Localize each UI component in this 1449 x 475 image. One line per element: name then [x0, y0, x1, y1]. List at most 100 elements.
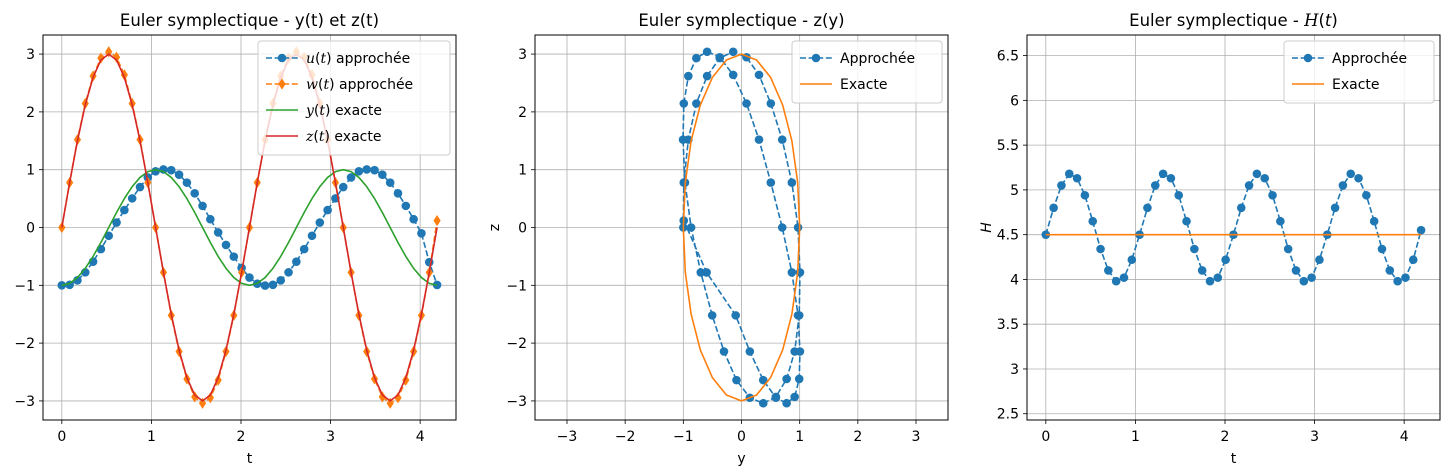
data-point: [1064, 169, 1074, 179]
data-point: [771, 393, 781, 403]
data-point: [1182, 216, 1191, 226]
data-point: [766, 99, 776, 108]
data-point: [728, 47, 738, 57]
data-point: [777, 135, 787, 144]
data-point: [1197, 266, 1207, 275]
data-point: [105, 46, 113, 58]
data-point: [1393, 276, 1402, 286]
data-point: [1268, 190, 1277, 200]
series-line: [682, 53, 801, 402]
data-point: [715, 52, 725, 62]
data-point: [206, 214, 215, 224]
data-point: [1143, 203, 1152, 213]
y-tick-label: −2: [506, 336, 527, 352]
data-point: [323, 205, 332, 215]
legend-label: Exacte: [1332, 77, 1380, 93]
text-span: u: [306, 51, 315, 67]
data-point: [745, 347, 755, 356]
legend-entry: w(t) approchée: [266, 77, 413, 93]
y-tick-label: 1: [518, 163, 527, 179]
x-tick-label: 4: [1400, 429, 1409, 445]
x-axis-label: t: [1231, 451, 1237, 467]
data-point: [702, 71, 712, 81]
data-point: [378, 391, 386, 403]
data-point: [299, 244, 309, 254]
x-axis-label: y: [737, 451, 745, 467]
data-point: [732, 375, 741, 385]
text-span: (: [318, 77, 323, 93]
text-span: (: [1318, 11, 1324, 30]
data-point: [206, 392, 214, 404]
data-point: [378, 170, 387, 179]
data-point: [1111, 276, 1121, 286]
y-tick-label: −3: [506, 394, 527, 410]
data-point: [221, 240, 231, 250]
data-point: [385, 178, 395, 187]
data-point: [1416, 225, 1426, 235]
data-point: [393, 189, 403, 198]
legend-entry: Approchée: [800, 51, 915, 67]
series-0: [1041, 169, 1426, 286]
data-point: [754, 70, 764, 80]
data-point: [1049, 203, 1058, 213]
data-point: [1174, 190, 1184, 200]
data-point: [702, 47, 712, 57]
legend-box: [257, 40, 451, 156]
legend-marker: [811, 53, 821, 63]
text-span: t: [319, 103, 325, 119]
y-tick-label: 0: [26, 221, 35, 237]
data-point: [787, 268, 797, 277]
series-1: [682, 53, 801, 402]
data-point: [1057, 181, 1066, 190]
series-0: [57, 165, 442, 290]
text-span: t: [323, 77, 329, 93]
legend-entry: Approchée: [1292, 51, 1407, 67]
data-point: [1221, 255, 1230, 265]
y-tick-label: 3: [26, 47, 35, 63]
legend-marker: [278, 78, 286, 90]
x-tick-label: 0: [57, 429, 66, 445]
data-point: [1346, 169, 1356, 179]
x-tick-label: −2: [615, 429, 636, 445]
data-point: [409, 214, 418, 224]
legend-marker: [1303, 53, 1313, 63]
data-point: [742, 99, 751, 108]
data-point: [292, 257, 301, 266]
y-tick-label: 1: [26, 163, 35, 179]
y-axis-label: H: [979, 222, 995, 233]
data-point: [1362, 190, 1371, 200]
y-tick-label: 6.5: [997, 49, 1019, 65]
legend-box: [1283, 40, 1435, 104]
data-point: [1236, 203, 1246, 213]
data-point: [370, 165, 379, 175]
data-point: [1338, 181, 1348, 190]
legend-label: w(t) approchée: [306, 77, 413, 93]
data-point: [702, 268, 711, 277]
x-tick-label: 1: [147, 429, 156, 445]
data-point: [790, 392, 799, 402]
data-point: [104, 231, 114, 241]
data-point: [307, 231, 317, 241]
data-point: [174, 170, 184, 179]
data-point: [127, 194, 137, 203]
series-3: [61, 53, 438, 402]
x-tick-label: 4: [416, 429, 425, 445]
data-point: [1307, 273, 1316, 282]
data-point: [692, 53, 701, 63]
data-point: [1158, 169, 1168, 179]
y-tick-label: 5: [1010, 183, 1019, 199]
legend-entry: Exacte: [800, 77, 888, 93]
data-point: [1127, 255, 1137, 265]
data-point: [692, 99, 701, 108]
text-span: ): [1331, 11, 1337, 30]
text-span: w: [306, 77, 318, 93]
x-tick-label: 0: [737, 429, 746, 445]
data-point: [1276, 216, 1285, 226]
text-span: ) exacte: [325, 129, 382, 145]
legend-box: [791, 40, 943, 104]
data-point: [284, 268, 293, 277]
legend-marker: [277, 53, 287, 63]
data-point: [182, 178, 192, 187]
